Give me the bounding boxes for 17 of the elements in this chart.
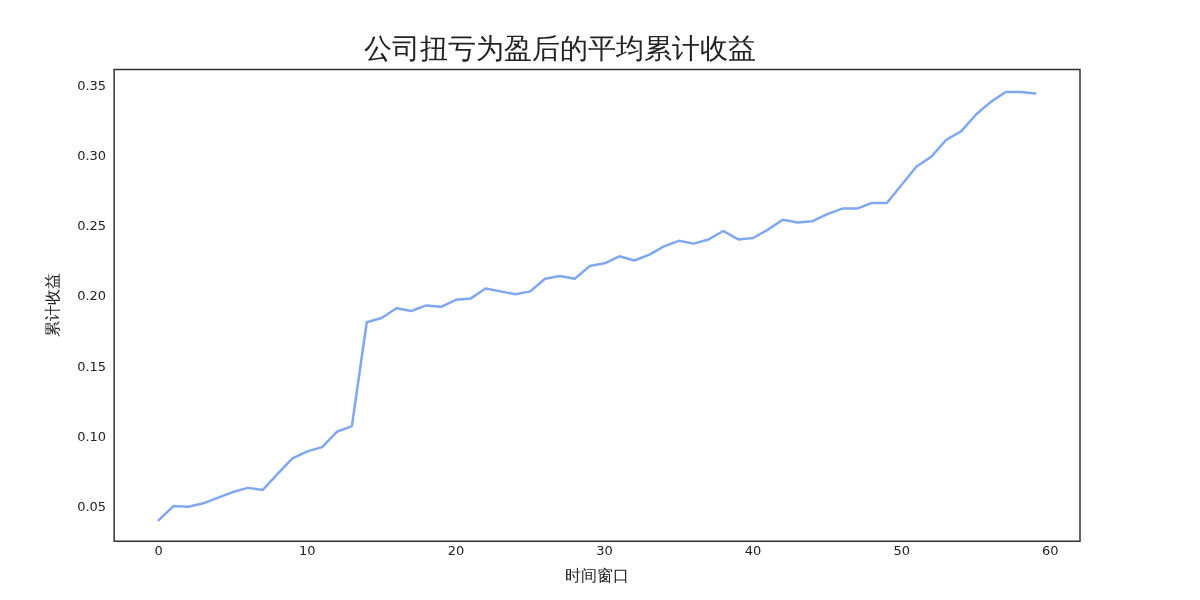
y-tick-label: 0.35 [77,77,107,93]
y-axis-title: 累计收益 [42,273,62,338]
y-tick-label: 0.20 [77,288,107,304]
x-tick-label: 30 [596,543,613,559]
x-tick-label: 10 [299,543,316,559]
y-tick-label: 0.25 [77,218,107,234]
y-tick-label: 0.15 [77,358,107,374]
x-tick-label: 0 [154,543,163,559]
y-tick-label: 0.05 [77,498,107,514]
x-tick-label: 40 [744,543,762,559]
x-tick-label: 60 [1042,543,1059,559]
x-tick-label: 50 [893,543,910,559]
y-tick-label: 0.30 [77,148,107,163]
chart-title: 公司扭亏为盈后的平均累计收益 [364,32,756,66]
y-tick-label: 0.10 [77,428,107,444]
x-axis-title: 时间窗口 [565,565,630,585]
x-tick-label: 20 [447,543,465,559]
